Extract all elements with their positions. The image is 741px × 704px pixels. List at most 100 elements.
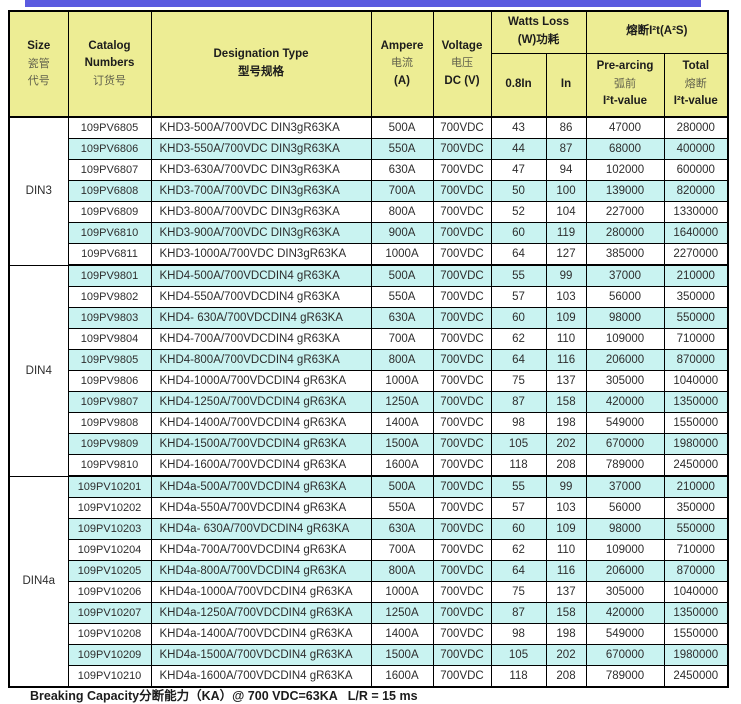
ampere-value: 500A [370,475,434,498]
table-row: 109PV6806 KHD3-550A/700VDC DIN3gR63KA 550A… [9,138,729,160]
designation-type: KHD3-500A/700VDC DIN3gR63KA [150,116,372,139]
watts-loss-08in-value: 98 [490,412,547,434]
catalog-number: 109PV9804 [67,328,152,350]
voltage-value: 700VDC [432,222,492,244]
prearcing-i2t-value: 385000 [585,243,665,266]
table-row: 109PV9809 KHD4-1500A/700VDCDIN4 gR63KA 150… [9,433,729,455]
watts-loss-in-value: 137 [545,581,587,603]
designation-type: KHD4-1400A/700VDCDIN4 gR63KA [150,412,372,434]
prearcing-i2t-value: 56000 [585,286,665,308]
designation-type: KHD4-700A/700VDCDIN4 gR63KA [150,328,372,350]
header-designation-zh: 型号规格 [238,66,284,78]
ampere-value: 1600A [370,454,434,477]
designation-type: KHD4a-1000A/700VDCDIN4 gR63KA [150,581,372,603]
watts-loss-in-value: 202 [545,644,587,666]
prearcing-i2t-value: 98000 [585,307,665,329]
total-i2t-value: 2450000 [663,665,729,688]
col-header-designation: Designation Type 型号规格 [150,10,372,118]
size-label-din3: DIN3 [8,116,69,266]
catalog-number: 109PV10201 [67,475,152,498]
ampere-value: 630A [370,307,434,329]
voltage-value: 700VDC [432,665,492,688]
catalog-number: 109PV9803 [67,307,152,329]
voltage-value: 700VDC [432,454,492,477]
watts-loss-08in-value: 60 [490,222,547,244]
catalog-number: 109PV9805 [67,349,152,371]
watts-loss-in-value: 100 [545,180,587,202]
ampere-value: 550A [370,497,434,519]
prearcing-i2t-value: 139000 [585,180,665,202]
total-i2t-value: 350000 [663,497,729,519]
prearcing-i2t-value: 68000 [585,138,665,160]
table-row: 109PV10205 KHD4a-800A/700VDCDIN4 gR63KA 80… [9,560,729,582]
total-i2t-value: 350000 [663,286,729,308]
prearcing-i2t-value: 37000 [585,475,665,498]
ampere-value: 1400A [370,412,434,434]
ampere-value: 1250A [370,602,434,624]
designation-type: KHD4a-1400A/700VDCDIN4 gR63KA [150,623,372,645]
header-voltage-en: Voltage [441,39,483,52]
table-row: 109PV10207 KHD4a-1250A/700VDCDIN4 gR63KA 1… [9,602,729,624]
prearcing-i2t-value: 305000 [585,370,665,392]
table-row: 109PV9805 KHD4-800A/700VDCDIN4 gR63KA 800A… [9,349,729,371]
table-row: 109PV9804 KHD4-700A/700VDCDIN4 gR63KA 700A… [9,328,729,350]
total-i2t-value: 710000 [663,328,729,350]
voltage-value: 700VDC [432,116,492,139]
watts-loss-08in-value: 44 [490,138,547,160]
designation-type: KHD4-800A/700VDCDIN4 gR63KA [150,349,372,371]
header-prearcing-en: Pre-arcing [596,60,654,73]
voltage-value: 700VDC [432,349,492,371]
catalog-number: 109PV10207 [67,602,152,624]
catalog-number: 109PV10203 [67,518,152,540]
ampere-value: 500A [370,264,434,287]
watts-loss-08in-value: 64 [490,349,547,371]
table-header: Size 瓷管 代号 Catalog Numbers 订货号 Designati… [8,10,729,118]
catalog-number: 109PV6807 [67,159,152,181]
total-i2t-value: 1980000 [663,433,729,455]
watts-loss-08in-value: 64 [490,243,547,266]
header-size-en: Size [27,40,51,53]
ampere-value: 550A [370,286,434,308]
total-i2t-value: 1640000 [663,222,729,244]
watts-loss-in-value: 110 [545,328,587,350]
catalog-number: 109PV9808 [67,412,152,434]
total-i2t-value: 550000 [663,307,729,329]
header-prearcing-zh: 弧前 [614,78,637,91]
catalog-number: 109PV6810 [67,222,152,244]
size-label-din4a: DIN4a [8,475,69,688]
designation-type: KHD4a-550A/700VDCDIN4 gR63KA [150,497,372,519]
voltage-value: 700VDC [432,180,492,202]
total-i2t-value: 1350000 [663,602,729,624]
catalog-number: 109PV10210 [67,665,152,688]
table-row: 109PV9810 KHD4-1600A/700VDCDIN4 gR63KA 160… [9,454,729,477]
table-row: 109PV10206 KHD4a-1000A/700VDCDIN4 gR63KA 1… [9,581,729,603]
watts-loss-in-value: 87 [545,138,587,160]
total-i2t-value: 210000 [663,475,729,498]
col-header-catalog: Catalog Numbers 订货号 [67,10,152,118]
watts-loss-in-value: 198 [545,412,587,434]
watts-loss-08in-value: 57 [490,286,547,308]
voltage-value: 700VDC [432,412,492,434]
prearcing-i2t-value: 109000 [585,539,665,561]
header-total-zh: 熔断 [684,78,707,91]
header-voltage-unit: DC (V) [444,74,480,87]
prearcing-i2t-value: 206000 [585,349,665,371]
prearcing-i2t-value: 549000 [585,623,665,645]
prearcing-i2t-value: 56000 [585,497,665,519]
ampere-value: 1500A [370,644,434,666]
ampere-value: 700A [370,539,434,561]
ampere-value: 630A [370,518,434,540]
watts-loss-08in-value: 98 [490,623,547,645]
total-i2t-value: 550000 [663,518,729,540]
catalog-number: 109PV9810 [67,454,152,477]
watts-loss-08in-value: 62 [490,328,547,350]
header-catalog-en1: Catalog [88,39,131,52]
table-row: 109PV6810 KHD3-900A/700VDC DIN3gR63KA 900A… [9,222,729,244]
footer-note: Breaking Capacity分断能力（KA）@ 700 VDC=63KA … [30,689,418,703]
table-body: DIN3 109PV6805 KHD3-500A/700VDC DIN3gR63KA… [8,116,729,688]
header-watts-in: In [560,77,572,90]
prearcing-i2t-value: 420000 [585,602,665,624]
voltage-value: 700VDC [432,201,492,223]
table-row: 109PV9807 KHD4-1250A/700VDCDIN4 gR63KA 125… [9,391,729,413]
designation-type: KHD4-500A/700VDCDIN4 gR63KA [150,264,372,287]
